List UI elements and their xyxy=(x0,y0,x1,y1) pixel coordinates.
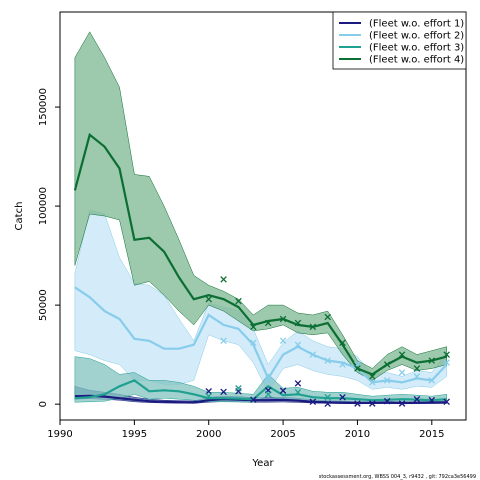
point-series-2 xyxy=(309,351,317,358)
point-series-1 xyxy=(294,380,302,387)
point-series-4 xyxy=(220,276,227,283)
x-tick-label: 2005 xyxy=(270,429,295,440)
point-series-3 xyxy=(294,389,302,396)
point-series-1 xyxy=(279,387,287,394)
x-tick-label: 2000 xyxy=(196,429,221,440)
x-tick-label: 1995 xyxy=(122,429,147,440)
point-series-1 xyxy=(354,400,361,407)
y-tick-label: 150000 xyxy=(38,88,49,126)
line-series-2 xyxy=(74,286,448,384)
point-series-1 xyxy=(220,388,227,396)
point-series-3 xyxy=(205,392,212,400)
point-series-2 xyxy=(264,377,272,384)
point-series-2 xyxy=(279,337,287,345)
point-series-1 xyxy=(383,397,391,405)
point-series-4 xyxy=(413,365,421,372)
observation-points xyxy=(205,276,450,408)
y-tick-label: 0 xyxy=(38,401,49,407)
x-tick-label: 1990 xyxy=(47,429,72,440)
point-series-3 xyxy=(264,390,272,398)
point-series-2 xyxy=(413,373,421,380)
legend-label-4: (Fleet w.o. effort 4) xyxy=(369,55,464,66)
x-axis-title: Year xyxy=(251,458,274,469)
point-series-4 xyxy=(279,315,287,323)
point-series-2 xyxy=(369,379,376,386)
y-axis-title: Catch xyxy=(14,202,25,231)
x-tick-label: 2010 xyxy=(345,429,370,440)
x-axis: 1990 1995 2000 2005 2010 2015 xyxy=(47,420,445,440)
point-series-1 xyxy=(443,398,450,406)
point-series-4 xyxy=(324,313,331,321)
x-tick-label: 2015 xyxy=(419,429,444,440)
plot-frame xyxy=(59,11,467,421)
point-series-3 xyxy=(324,393,331,401)
point-series-1 xyxy=(369,400,376,407)
point-series-1 xyxy=(398,400,406,407)
point-series-4 xyxy=(428,357,436,364)
point-series-1 xyxy=(324,400,331,408)
point-series-4 xyxy=(250,323,257,331)
point-series-4 xyxy=(398,351,406,358)
point-series-3 xyxy=(235,385,242,392)
legend-label-3: (Fleet w.o. effort 3) xyxy=(369,43,464,54)
point-series-2 xyxy=(398,369,406,376)
point-series-4 xyxy=(443,351,450,358)
point-series-1 xyxy=(250,396,257,404)
line-series-1 xyxy=(74,394,447,405)
point-series-4 xyxy=(264,319,272,327)
point-series-1 xyxy=(339,393,346,401)
point-series-2 xyxy=(383,377,391,384)
band-series-2 xyxy=(74,209,447,393)
point-series-2 xyxy=(339,361,346,368)
point-series-4 xyxy=(339,339,346,347)
y-axis: 0 50000 100000 150000 xyxy=(38,88,60,407)
point-series-2 xyxy=(324,357,331,364)
point-series-2 xyxy=(443,359,450,366)
point-series-4 xyxy=(294,319,302,327)
point-series-2 xyxy=(220,337,227,345)
point-series-2 xyxy=(428,377,436,384)
point-series-1 xyxy=(205,388,212,395)
point-series-2 xyxy=(294,341,302,348)
point-series-4 xyxy=(205,295,212,303)
point-series-1 xyxy=(428,396,436,404)
point-series-4 xyxy=(369,373,376,380)
point-series-4 xyxy=(383,361,391,368)
point-series-4 xyxy=(309,323,317,331)
point-series-2 xyxy=(250,339,257,347)
point-series-1 xyxy=(413,395,421,403)
line-series-3 xyxy=(74,379,447,402)
legend-label-2: (Fleet w.o. effort 2) xyxy=(369,31,464,42)
legend-label-1: (Fleet w.o. effort 1) xyxy=(369,19,464,30)
legend: (Fleet w.o. effort 1)(Fleet w.o. effort … xyxy=(332,11,467,70)
y-tick-label: 50000 xyxy=(38,289,49,321)
point-series-4 xyxy=(235,297,242,305)
point-series-4 xyxy=(354,365,361,372)
y-tick-label: 100000 xyxy=(38,187,49,225)
footer-text: stockassessment.org, WBSS 004_3, r9432 ,… xyxy=(319,474,476,480)
point-series-1 xyxy=(309,398,317,406)
